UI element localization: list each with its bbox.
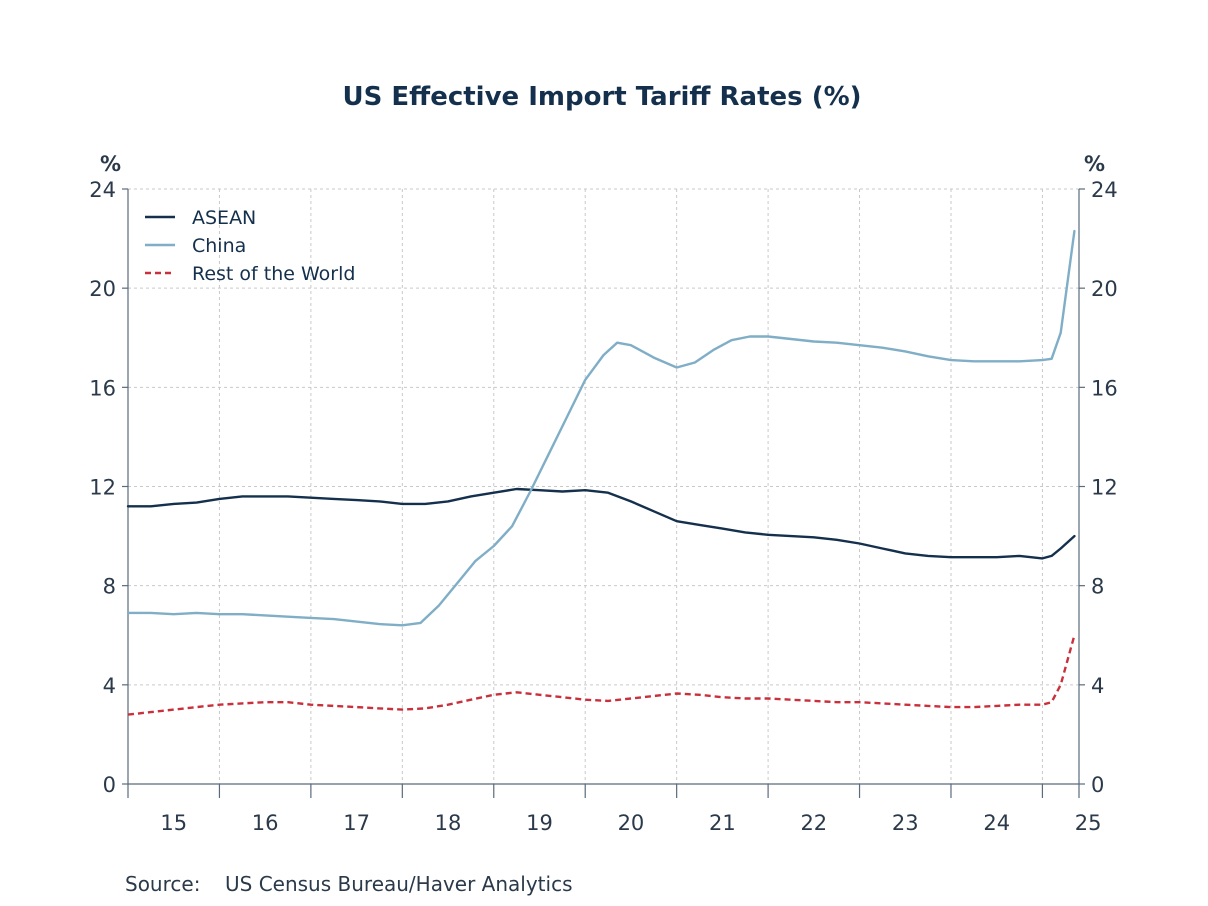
x-tick-label: 21	[709, 811, 736, 835]
y-tick-label-right: 4	[1091, 674, 1104, 698]
legend-label: Rest of the World	[192, 263, 355, 285]
right-axis-unit: %	[1084, 152, 1105, 176]
series-line-china	[126, 229, 1076, 627]
legend-label: ASEAN	[192, 207, 256, 229]
gridlines	[128, 188, 1079, 784]
x-tick-label: 17	[343, 811, 370, 835]
y-tick-label-left: 24	[89, 178, 116, 202]
left-axis-unit: %	[100, 152, 121, 176]
legend: ASEAN China Rest of the World	[145, 207, 355, 285]
chart-title: US Effective Import Tariff Rates (%)	[342, 82, 861, 112]
x-tick-label: 20	[618, 811, 645, 835]
y-tick-label-right: 20	[1091, 277, 1118, 301]
x-tick-label: 24	[983, 811, 1010, 835]
x-tick-label: 16	[252, 811, 279, 835]
axes: 0 0 4 4 8 8 12 12 16 16 20 20 24 24 15 16 17 18 19 20 21 22 23…	[89, 178, 1117, 835]
legend-label: China	[192, 235, 246, 257]
x-tick-label: 18	[435, 811, 462, 835]
y-tick-label-right: 12	[1091, 476, 1118, 500]
y-tick-label-left: 0	[103, 773, 116, 797]
y-tick-label-right: 24	[1091, 178, 1118, 202]
y-tick-label-left: 8	[103, 575, 116, 599]
y-tick-label-left: 12	[89, 476, 116, 500]
y-tick-label-left: 16	[89, 376, 116, 400]
x-tick-label: 25	[1075, 811, 1102, 835]
x-tick-label: 22	[800, 811, 827, 835]
x-tick-label: 15	[160, 811, 187, 835]
x-tick-label: 19	[526, 811, 553, 835]
y-tick-label-right: 16	[1091, 376, 1118, 400]
series-line-asean	[126, 487, 1076, 560]
source-text: US Census Bureau/Haver Analytics	[225, 872, 573, 896]
series-lines	[126, 229, 1076, 716]
y-tick-label-right: 8	[1091, 575, 1104, 599]
source-label: Source:	[125, 872, 200, 896]
y-tick-label-right: 0	[1091, 773, 1104, 797]
y-tick-label-left: 20	[89, 277, 116, 301]
x-tick-label: 23	[892, 811, 919, 835]
series-line-rest-of-the-world	[127, 634, 1076, 716]
y-tick-label-left: 4	[103, 674, 116, 698]
